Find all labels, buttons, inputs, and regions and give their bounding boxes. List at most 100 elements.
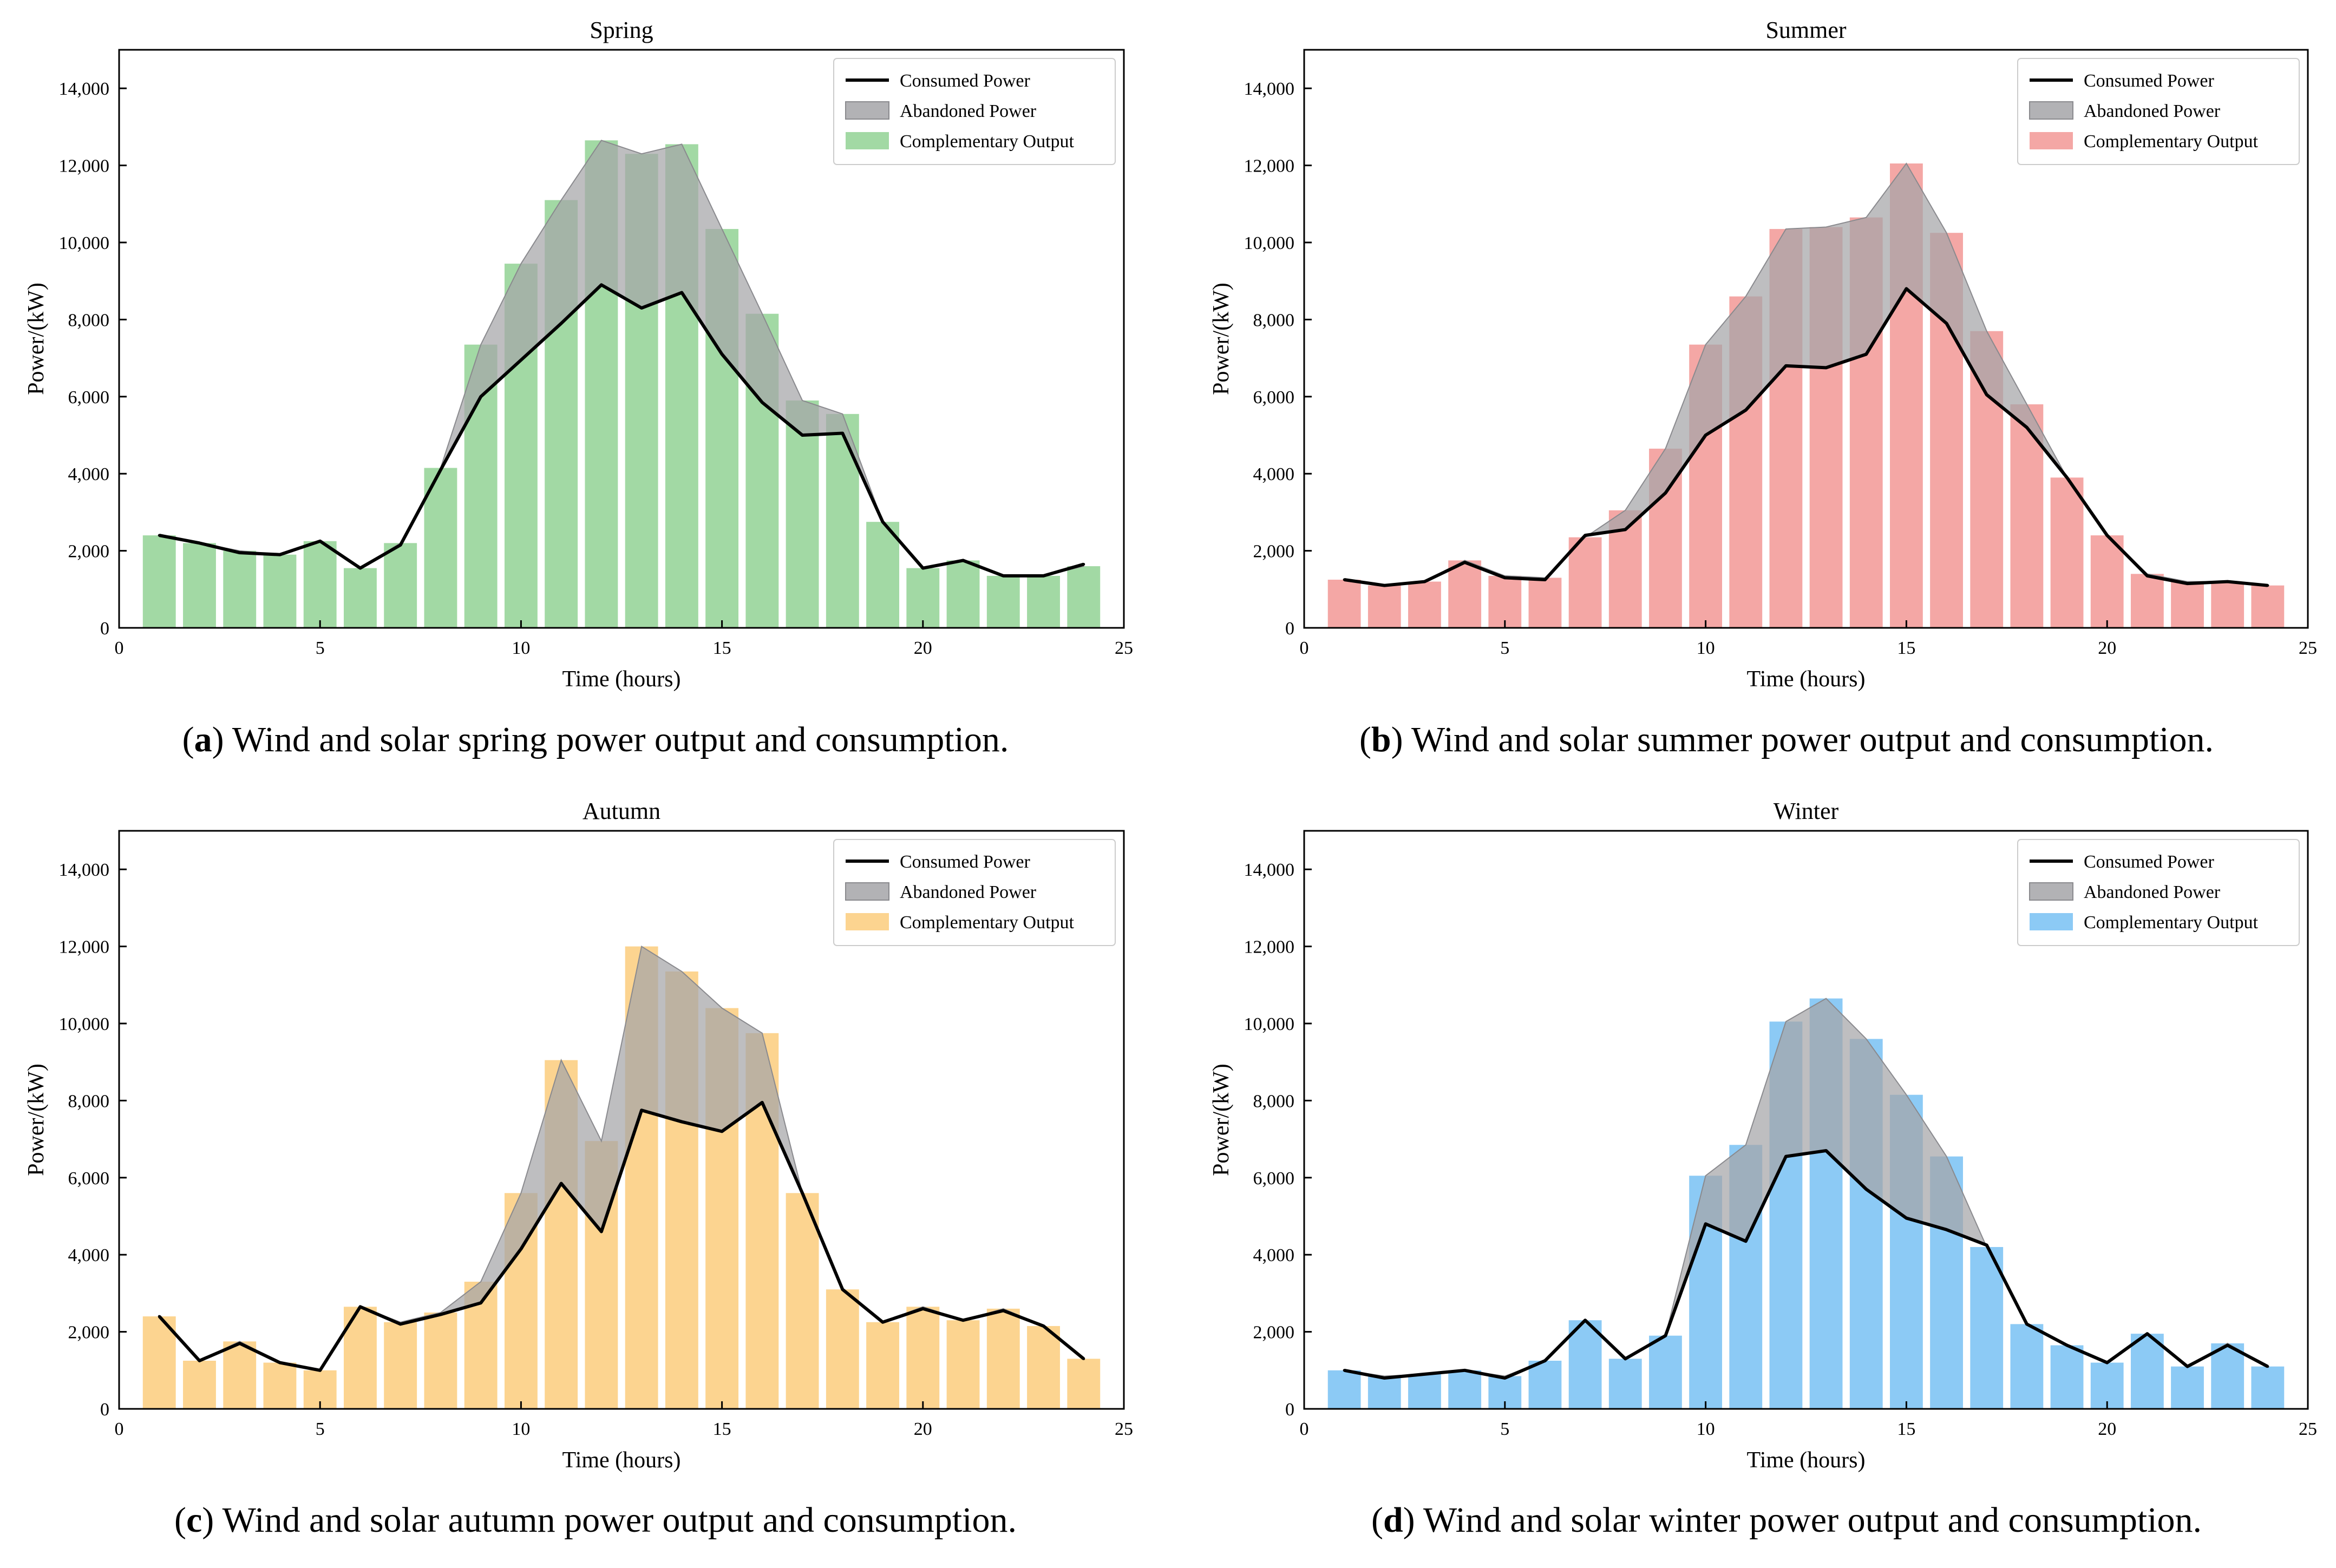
bar bbox=[2251, 585, 2285, 628]
legend-area-symbol bbox=[845, 101, 889, 120]
bar-series bbox=[142, 946, 1101, 1409]
consumed-power-point bbox=[801, 434, 804, 437]
legend-label: Complementary Output bbox=[2084, 913, 2259, 933]
consumed-power-point bbox=[1002, 1309, 1005, 1312]
bar bbox=[826, 1289, 859, 1409]
legend-box bbox=[2017, 839, 2300, 946]
chart-title: Winter bbox=[1774, 798, 1839, 824]
abandoned-power-area bbox=[1344, 162, 2268, 586]
x-tick-label: 20 bbox=[2098, 638, 2116, 658]
bar bbox=[1327, 580, 1361, 628]
legend-bar-symbol bbox=[2030, 132, 2073, 149]
bar bbox=[946, 560, 980, 628]
y-tick-label: 0 bbox=[100, 619, 109, 639]
caption-letter: a bbox=[194, 720, 212, 759]
x-tick-label: 15 bbox=[713, 638, 731, 658]
y-tick-label: 4,000 bbox=[68, 1245, 110, 1265]
y-tick-label: 4,000 bbox=[1253, 464, 1295, 484]
plot-frame bbox=[1303, 49, 2309, 629]
consumed-power-point bbox=[640, 1108, 643, 1112]
bar bbox=[1568, 1320, 1602, 1409]
consumed-power-point bbox=[1002, 574, 1005, 578]
x-tick-label: 10 bbox=[1697, 638, 1715, 658]
consumed-power-point bbox=[318, 540, 322, 543]
caption-letter: c bbox=[186, 1500, 202, 1540]
x-tick-label: 20 bbox=[914, 1419, 932, 1439]
x-tick-label: 0 bbox=[1300, 638, 1309, 658]
caption-paren: ) bbox=[202, 1500, 222, 1540]
x-tick-label: 5 bbox=[316, 638, 325, 658]
x-axis-label: Time (hours) bbox=[562, 667, 681, 692]
caption-paren: ( bbox=[174, 1500, 186, 1540]
consumed-power-point bbox=[721, 352, 724, 356]
chart-panel-spring: 0 5 10 15 20 25 0 2,000 4,000 6,000 8,000 10,000 12,… bbox=[24, 17, 1133, 692]
bar bbox=[303, 541, 337, 628]
panel-caption: (a) Wind and solar spring power output a… bbox=[182, 720, 1009, 759]
x-tick-label: 15 bbox=[1897, 1419, 1915, 1439]
legend-label: Abandoned Power bbox=[2084, 882, 2221, 902]
y-axis-label: Power/(kW) bbox=[24, 1064, 49, 1176]
consumed-power-point bbox=[2065, 476, 2069, 479]
x-tick-label: 15 bbox=[713, 1419, 731, 1439]
consumed-power-point bbox=[1583, 1318, 1587, 1322]
bar-series bbox=[1327, 998, 2285, 1409]
consumed-power-point bbox=[1905, 287, 1908, 290]
consumed-power-point bbox=[1624, 1357, 1627, 1360]
consumed-power-point bbox=[1664, 1334, 1667, 1337]
consumed-power-point bbox=[1423, 580, 1426, 583]
bar bbox=[986, 1308, 1020, 1409]
bar bbox=[183, 543, 216, 628]
bar bbox=[2050, 477, 2084, 628]
x-tick-label: 5 bbox=[1500, 638, 1509, 658]
bar bbox=[2251, 1366, 2285, 1409]
chart-panel-winter: 0 5 10 15 20 25 0 2,000 4,000 6,000 8,000 10,000 12,… bbox=[1209, 798, 2317, 1473]
x-tick-label: 15 bbox=[1897, 638, 1915, 658]
consumed-power-point bbox=[1784, 364, 1788, 368]
consumed-power-line bbox=[1344, 1149, 2269, 1380]
consumed-power-point bbox=[519, 1248, 522, 1251]
y-tick-label: 8,000 bbox=[68, 1091, 110, 1111]
y-tick-label: 12,000 bbox=[59, 937, 110, 957]
consumed-power-point bbox=[560, 1182, 563, 1185]
consumed-power-point bbox=[761, 1101, 764, 1104]
legend-bar-symbol bbox=[2030, 913, 2073, 930]
bar bbox=[1448, 560, 1482, 628]
consumed-power-point bbox=[640, 306, 643, 310]
consumed-power-point bbox=[479, 1301, 482, 1304]
bar bbox=[2211, 1343, 2245, 1409]
x-tick-label: 5 bbox=[1500, 1419, 1509, 1439]
consumed-power-point bbox=[1343, 1369, 1346, 1372]
bar bbox=[142, 535, 176, 628]
consumed-power-point bbox=[600, 1230, 603, 1233]
consumed-power-point bbox=[2266, 1365, 2269, 1368]
x-tick-label: 10 bbox=[512, 638, 530, 658]
legend-label: Complementary Output bbox=[2084, 132, 2259, 152]
bar bbox=[1568, 537, 1602, 628]
abandoned-power-area bbox=[159, 945, 1084, 1371]
chart-panel-autumn: 0 5 10 15 20 25 0 2,000 4,000 6,000 8,000 10,000 12,… bbox=[24, 798, 1133, 1473]
y-tick-label: 2,000 bbox=[1253, 542, 1295, 562]
bar bbox=[142, 1316, 176, 1409]
bar bbox=[946, 1320, 980, 1409]
x-tick-label: 10 bbox=[512, 1419, 530, 1439]
caption-paren: ( bbox=[182, 720, 194, 759]
x-tick-label: 0 bbox=[115, 1419, 124, 1439]
y-tick-label: 8,000 bbox=[1253, 1091, 1295, 1111]
x-tick-label: 25 bbox=[2299, 638, 2317, 658]
y-tick-label: 2,000 bbox=[1253, 1323, 1295, 1343]
consumed-power-line bbox=[1344, 287, 2268, 587]
consumed-power-point bbox=[1704, 1222, 1707, 1225]
consumed-power-point bbox=[278, 1361, 282, 1364]
consumed-power-point bbox=[881, 520, 885, 523]
bar bbox=[344, 568, 377, 628]
bar bbox=[786, 400, 819, 628]
bar bbox=[786, 1193, 819, 1409]
bar bbox=[1608, 1359, 1642, 1409]
y-axis-label: Power/(kW) bbox=[1209, 283, 1234, 395]
consumed-power-point bbox=[801, 1191, 804, 1195]
consumed-power-point bbox=[1463, 1369, 1467, 1372]
caption-text: Wind and solar winter power output and c… bbox=[1423, 1500, 2202, 1540]
consumed-power-point bbox=[2105, 534, 2109, 537]
y-tick-label: 6,000 bbox=[1253, 1169, 1295, 1189]
bar bbox=[424, 1313, 457, 1409]
